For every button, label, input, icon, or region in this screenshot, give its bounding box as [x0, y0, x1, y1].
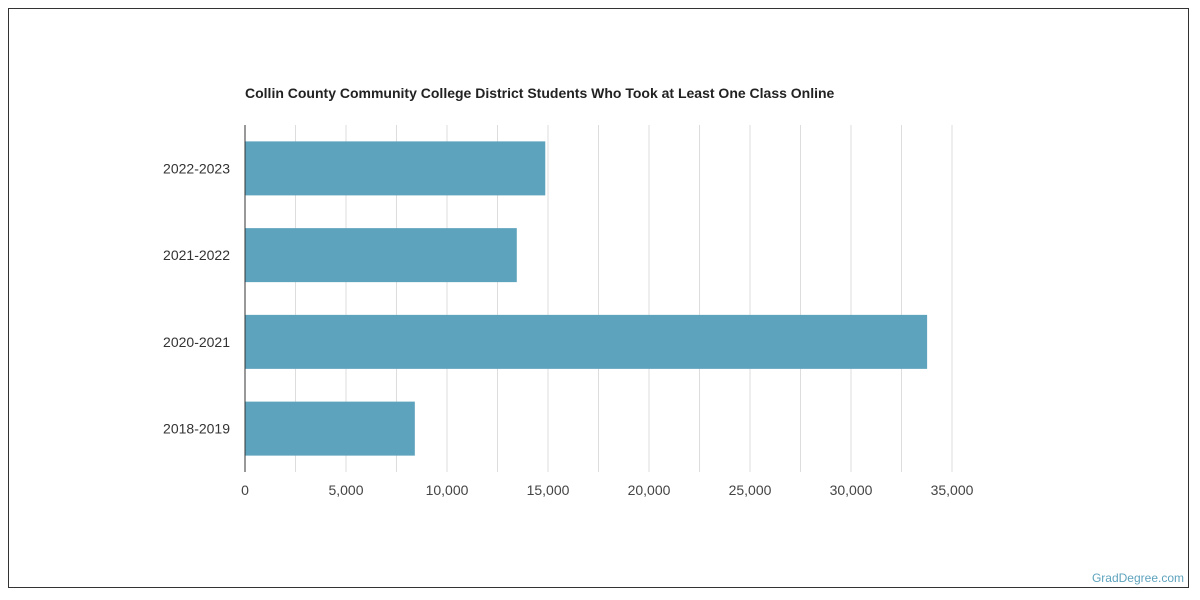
x-tick-label: 5,000	[328, 482, 363, 498]
source-watermark[interactable]: GradDegree.com	[1091, 571, 1184, 585]
labels: 2022-2023 2021-2022 2020-2021 2018-2019 0 5,0…	[163, 160, 974, 498]
category-label: 2020-2021	[163, 334, 230, 350]
bar-2020-2021	[245, 314, 928, 369]
x-tick-label: 10,000	[426, 482, 469, 498]
category-label: 2021-2022	[163, 247, 230, 263]
x-tick-label: 20,000	[628, 482, 671, 498]
bars	[245, 141, 928, 456]
bar-2021-2022	[245, 228, 517, 283]
chart-title: Collin County Community College District…	[245, 85, 835, 101]
x-tick-label: 0	[241, 482, 249, 498]
category-label: 2018-2019	[163, 421, 230, 437]
x-tick-label: 15,000	[527, 482, 570, 498]
x-tick-label: 30,000	[830, 482, 873, 498]
category-label: 2022-2023	[163, 160, 230, 176]
x-tick-label: 35,000	[931, 482, 974, 498]
x-tick-label: 25,000	[729, 482, 772, 498]
bar-2018-2019	[245, 401, 415, 456]
bar-2022-2023	[245, 141, 546, 196]
